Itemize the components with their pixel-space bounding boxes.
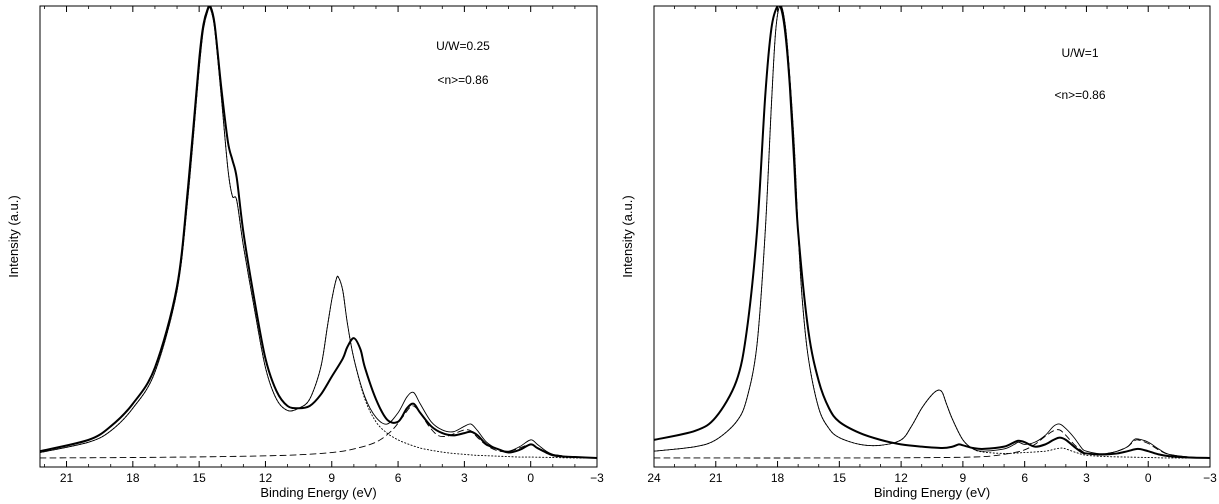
series-line-solid-thin [40, 6, 597, 459]
x-tick-label: 6 [1021, 471, 1028, 485]
x-tick-label: 12 [894, 471, 908, 485]
annotation: U/W=0.25 [436, 39, 490, 53]
x-tick-label: 9 [960, 471, 967, 485]
chart-panel-1: 21 18 15 12 9 6 3 0 −3 Binding Energy (eV) Intensi… [6, 5, 604, 500]
x-tick-label: 3 [1083, 471, 1090, 485]
y-axis-label: Intensity (a.u.) [6, 195, 21, 277]
x-tick-label: 0 [527, 471, 534, 485]
x-tick-label: 12 [259, 471, 273, 485]
x-tick-label: 18 [126, 471, 140, 485]
x-tick-label: 3 [461, 471, 468, 485]
chart-panel-2: 24 21 18 15 12 9 6 3 0 −3 Binding Energy (eV) Inten… [620, 5, 1217, 500]
x-axis-label: Binding Energy (eV) [874, 485, 990, 500]
series-line-solid-thick [654, 6, 1210, 459]
plot-frame [39, 5, 598, 468]
series-line-solid-thin [654, 6, 1210, 459]
x-tick-label: 15 [833, 471, 847, 485]
x-tick-label: 9 [328, 471, 335, 485]
x-tick-label: 24 [647, 471, 661, 485]
x-tick-label: 21 [709, 471, 723, 485]
x-tick-label: 21 [60, 471, 74, 485]
series-line-dotted [654, 6, 1210, 459]
annotation: <n>=0.86 [437, 73, 488, 87]
series-line-dashed [40, 405, 597, 459]
x-tick-label: −3 [1203, 471, 1217, 485]
x-tick-label: 0 [1145, 471, 1152, 485]
x-axis-label: Binding Energy (eV) [260, 485, 376, 500]
series-line-solid-thick [40, 6, 597, 459]
series-line-dashed [654, 429, 1210, 459]
y-axis-label: Intensity (a.u.) [620, 195, 635, 277]
x-tick-label: −3 [590, 471, 604, 485]
x-tick-label: 6 [395, 471, 402, 485]
x-tick-label: 18 [771, 471, 785, 485]
annotation: U/W=1 [1061, 46, 1098, 60]
plot-frame [653, 5, 1211, 468]
x-tick-label: 15 [192, 471, 206, 485]
series-line-dotted [40, 6, 597, 459]
annotation: <n>=0.86 [1054, 88, 1105, 102]
